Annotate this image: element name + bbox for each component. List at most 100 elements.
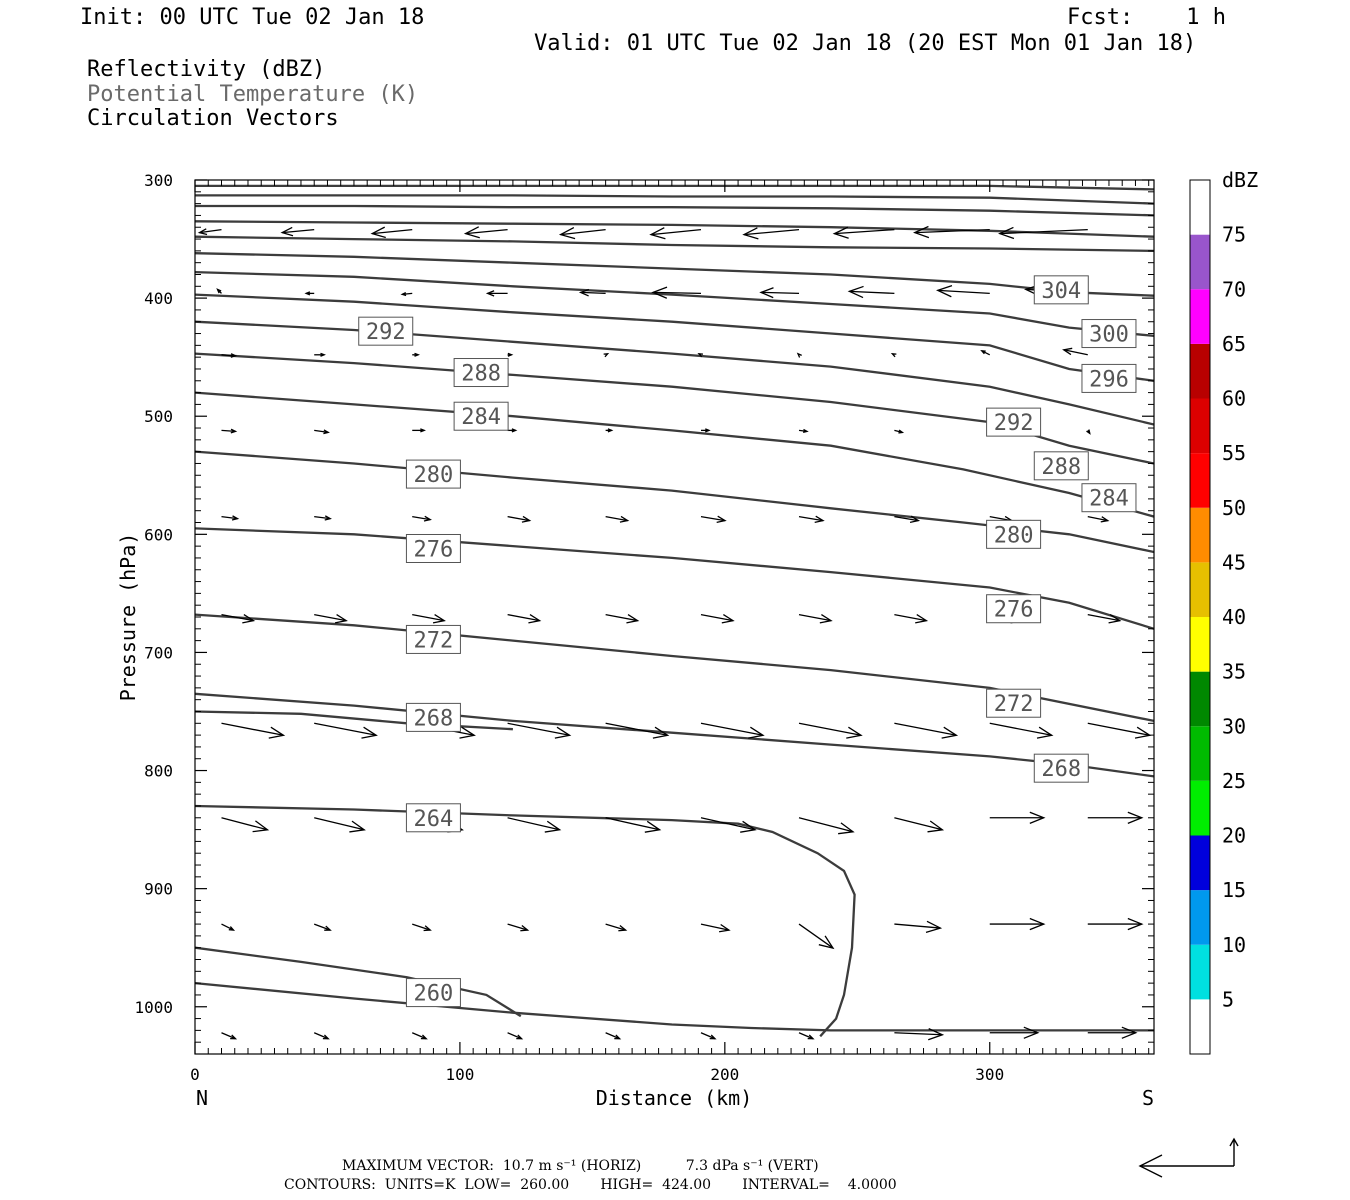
circulation-vector [798,1032,815,1040]
theta-contour-324 [195,184,1154,191]
colorbar-bin [1190,835,1210,891]
y-tick-label: 1000 [134,998,173,1017]
circulation-vector [507,515,532,523]
colorbar-unit-label: dBZ [1222,168,1258,192]
theta-contour-264 [195,804,856,1038]
circulation-vector [507,1032,524,1040]
circulation-vector [894,429,905,434]
colorbar-level-label: 40 [1222,605,1246,629]
circulation-vector [314,613,348,624]
theta-contour-272 [195,613,1154,723]
contour-label: 288 [453,358,509,388]
svg-text:288: 288 [1041,455,1081,480]
colorbar-level-label: 65 [1222,332,1246,356]
valid-time: Valid: 01 UTC Tue 02 Jan 18 (20 EST Mon … [534,31,1197,56]
field-reflectivity: Reflectivity (dBZ) [87,57,326,82]
svg-text:276: 276 [414,537,454,562]
circulation-vector [894,920,943,934]
svg-text:268: 268 [414,706,454,731]
circulation-vector [651,286,702,299]
circulation-vector [605,722,670,739]
theta-contour-276 [195,527,1154,630]
circulation-vector [989,722,1054,739]
circulation-vector [412,428,426,433]
colorbar-bin [1190,999,1210,1054]
circulation-vector [649,227,702,240]
circulation-vector [796,352,802,358]
svg-text:280: 280 [994,523,1034,548]
colorbar-level-label: 35 [1222,660,1246,684]
colorbar-level-label: 55 [1222,441,1246,465]
circulation-vector [221,353,238,358]
circulation-vector [197,228,222,236]
x-tick-label: 200 [710,1065,739,1084]
circulation-vector [1087,917,1144,931]
colorbar-frame [1189,179,1211,1055]
circulation-vector [411,1032,428,1040]
circulation-vector [798,923,835,950]
contour-label: 300 [1081,319,1137,349]
svg-text:280: 280 [414,463,454,488]
contour-label: 280 [986,519,1042,549]
circulation-vector [221,817,270,833]
y-tick-label: 300 [144,171,173,190]
circulation-vector [998,226,1088,240]
circulation-vector [759,287,800,299]
circulation-vector [894,1028,945,1041]
circulation-vector [507,352,514,357]
circulation-vector [989,811,1046,824]
svg-text:292: 292 [366,320,406,345]
circulation-vector [700,613,735,624]
y-tick-label: 600 [144,525,173,544]
contour-label: 292 [358,316,414,346]
circulation-vector [798,613,833,624]
svg-text:296: 296 [1089,367,1129,392]
circulation-vector [314,722,378,739]
circulation-vector [221,613,256,624]
svg-text:268: 268 [1041,757,1081,782]
circulation-vector [847,285,895,299]
colorbar-bin [1190,890,1210,945]
contour-info: CONTOURS: UNITS=K LOW= 260.00 HIGH= 424.… [284,1177,897,1193]
circulation-vector [700,1032,717,1040]
colorbar-level-label: 10 [1222,933,1246,957]
circulation-vector [832,226,895,239]
colorbar-bin [1190,398,1210,454]
y-axis-label: Pressure (hPa) [116,533,140,702]
circulation-vector [913,225,990,239]
circulation-vector [700,722,765,739]
colorbar-level-label: 25 [1222,769,1246,793]
theta-contour-260 [195,981,1154,1032]
circulation-vector [221,515,240,521]
colorbar-bin [1190,289,1210,344]
circulation-vector [221,428,238,434]
theta-contour-260 [195,946,522,1018]
circulation-vector [605,817,662,833]
circulation-vector [798,428,809,434]
circulation-vector [894,817,945,833]
circulation-vector [890,353,897,358]
theta-contour-300 [195,270,1154,338]
circulation-vector [700,923,731,933]
colorbar-bin [1190,343,1210,399]
colorbar-level-label: 5 [1222,987,1234,1011]
circulation-vector [314,429,330,435]
circulation-vector [1087,722,1152,739]
circulation-vector [221,722,286,739]
circulation-vector [605,923,628,932]
svg-text:260: 260 [414,982,454,1007]
circulation-vector [798,515,825,524]
colorbar-level-label: 50 [1222,496,1246,520]
circulation-vector [485,290,508,297]
circulation-vector [314,352,326,357]
circulation-vector [1087,811,1144,824]
circulation-vector [507,722,572,739]
circulation-vector [314,817,366,833]
theta-contour-316 [195,204,1154,217]
circulation-vector [216,288,222,294]
circulation-vector [507,613,542,624]
theta-contour-284 [195,391,1154,518]
x-axis-label: Distance (km) [596,1086,753,1110]
colorbar-bin [1190,780,1210,836]
circulation-vector [700,428,711,433]
